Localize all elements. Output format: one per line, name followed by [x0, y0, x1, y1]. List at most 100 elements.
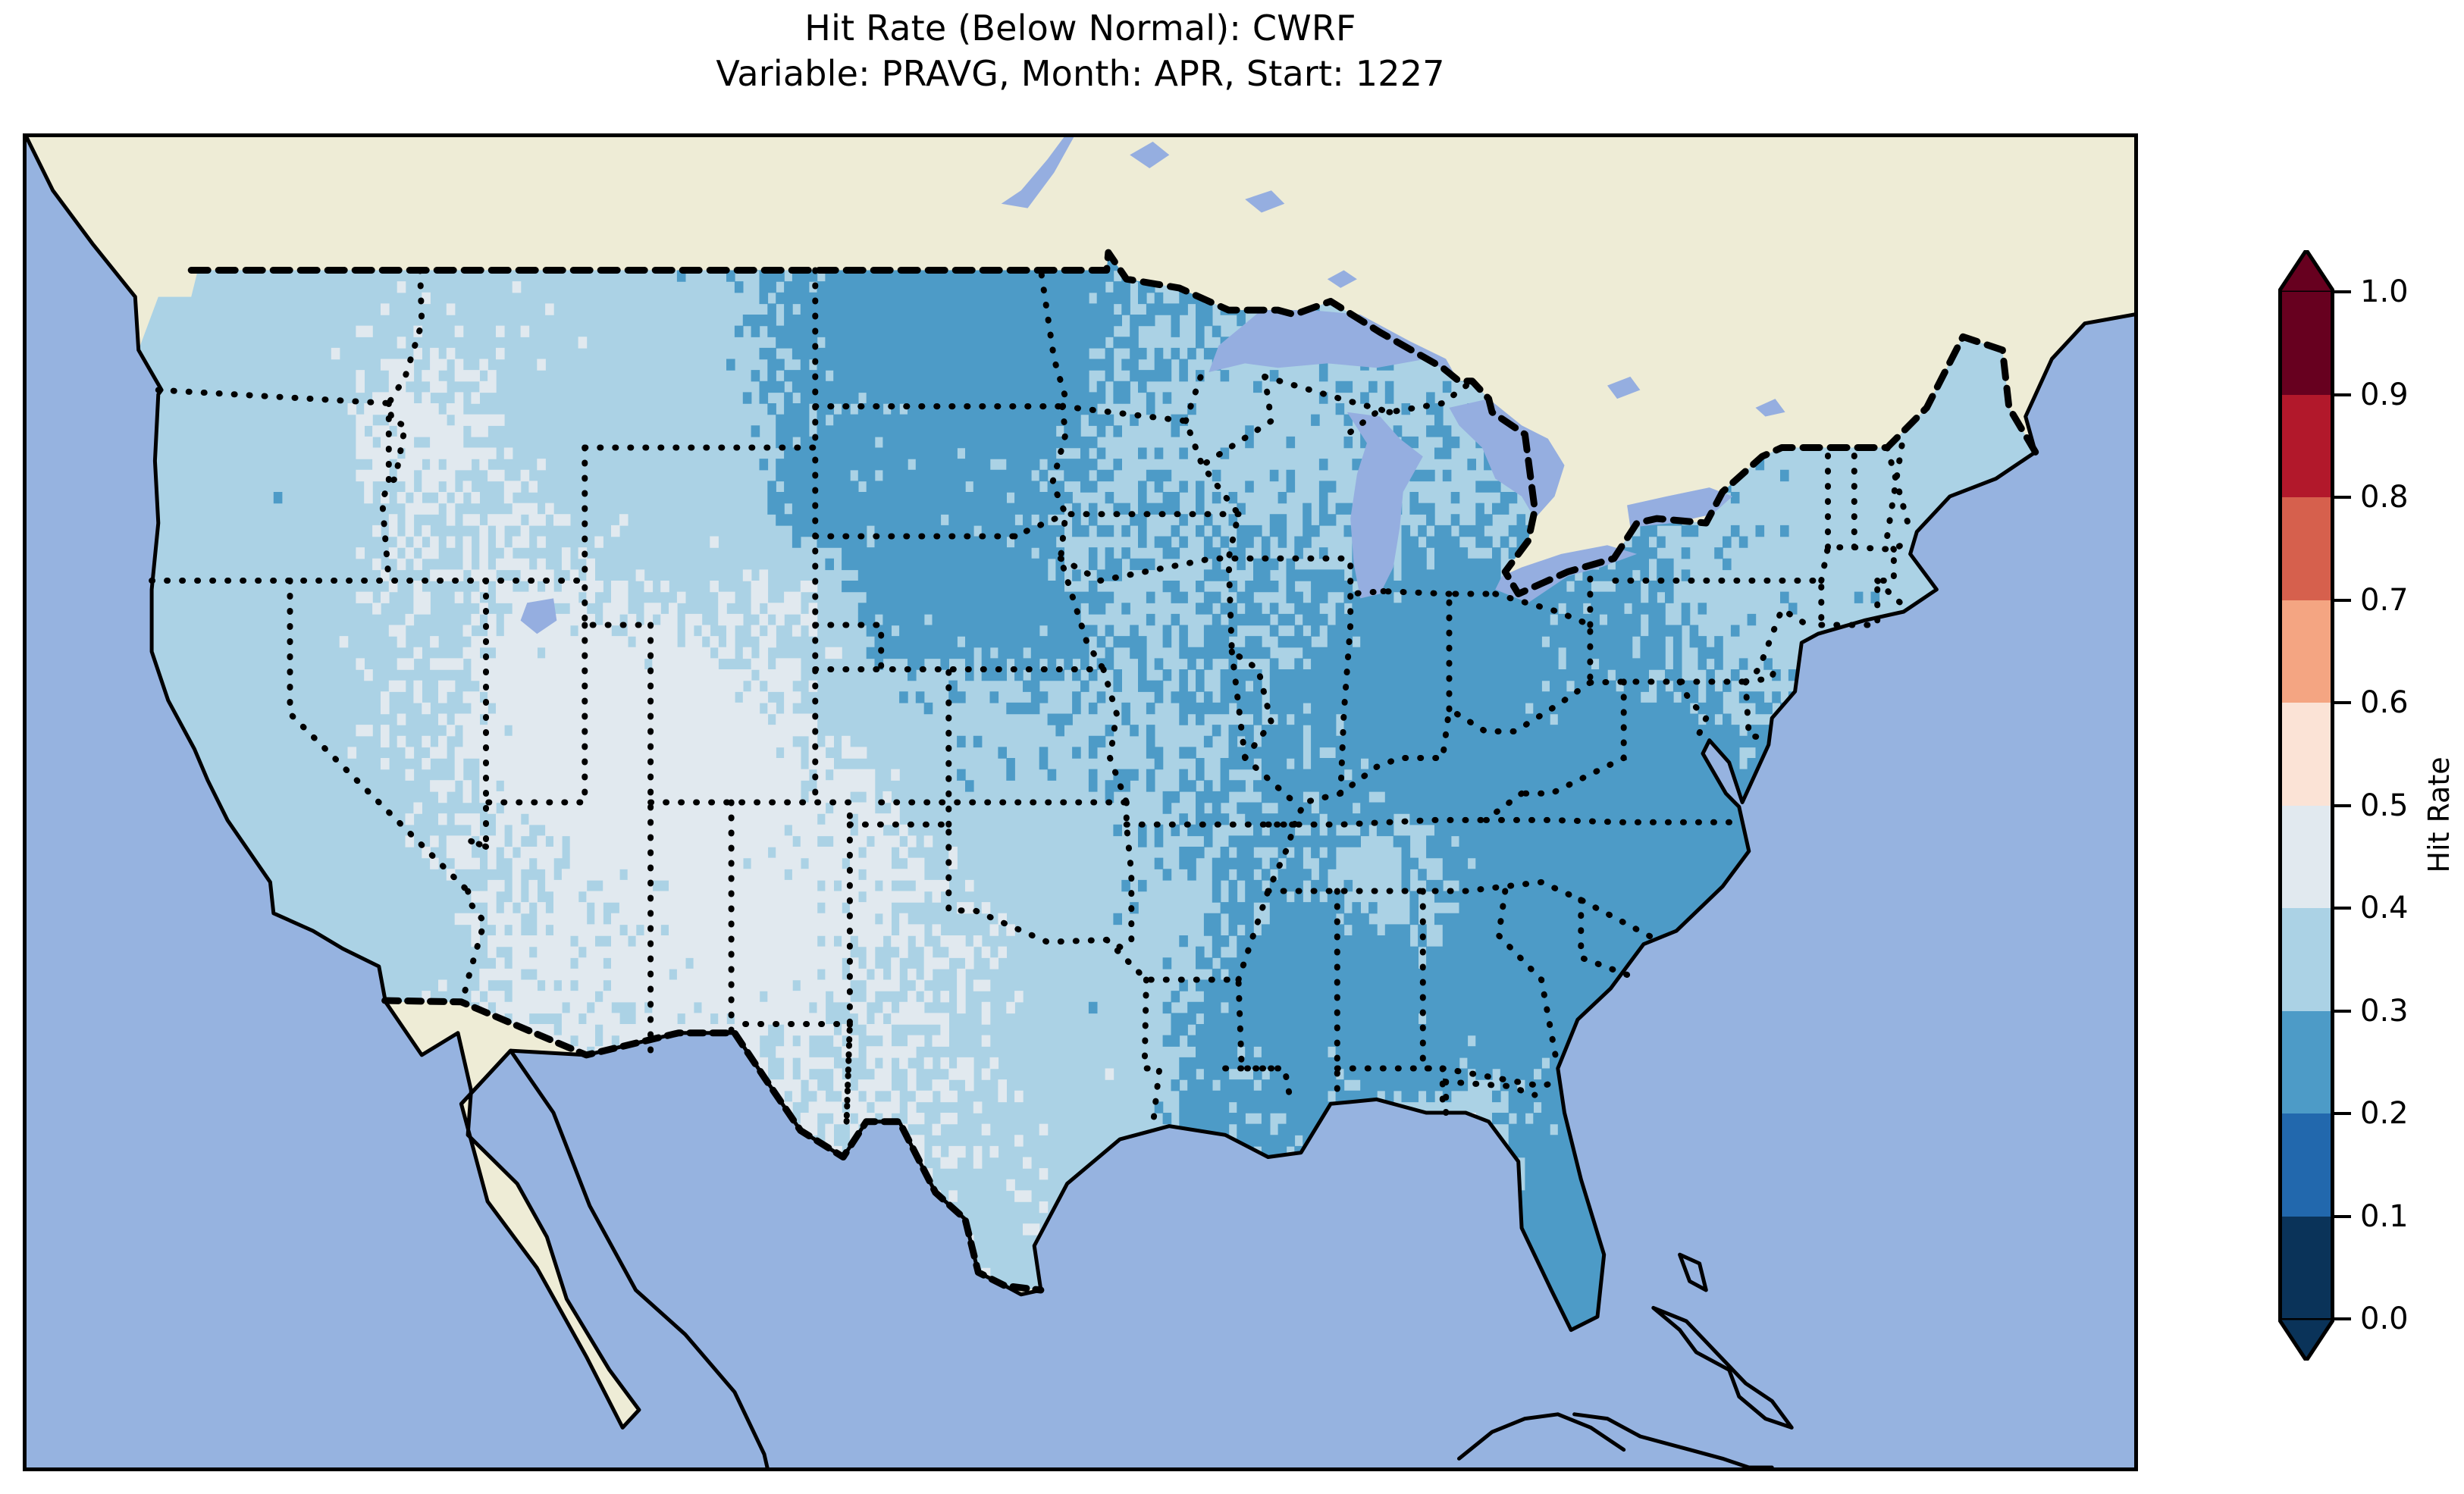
- map-canvas: [27, 137, 2134, 1467]
- state-border: [1049, 403, 1107, 672]
- lake-polygon: [1346, 412, 1423, 599]
- state-border: [843, 1021, 853, 1125]
- colorbar-tick-mark: [2334, 290, 2351, 293]
- colorbar-tick-label: 0.1: [2360, 1198, 2409, 1234]
- state-border: [1235, 821, 1299, 983]
- colorbar-bin: [2278, 394, 2334, 498]
- colorbar-tick-mark: [2334, 701, 2351, 704]
- state-border: [1141, 976, 1163, 1129]
- colorbar-tick-label: 0.0: [2360, 1301, 2409, 1336]
- colorbar-axis-label: Hit Rate: [2422, 756, 2456, 873]
- colorbar-tick-mark: [2334, 907, 2351, 910]
- coastline: [27, 137, 2134, 1430]
- title-line-2: Variable: PRAVG, Month: APR, Start: 1227: [716, 52, 1445, 94]
- coastline: [1457, 1412, 1626, 1461]
- colorbar-tick-mark: [2334, 1009, 2351, 1013]
- state-border: [1103, 936, 1294, 1107]
- coastline: [1678, 1252, 1708, 1292]
- page-title: Hit Rate (Below Normal): CWRF Variable: …: [0, 6, 2161, 97]
- state-border: [483, 622, 588, 806]
- lake-polygon: [520, 598, 557, 634]
- state-border: [1492, 590, 1594, 686]
- colorbar-bin: [2278, 1010, 2334, 1114]
- colorbar-tick-label: 0.8: [2360, 480, 2409, 515]
- map-panel: [23, 133, 2138, 1471]
- state-border: [1676, 678, 1710, 744]
- state-border: [385, 267, 425, 406]
- state-border: [1495, 888, 1561, 1072]
- colorbar-extend-down-arrow: [2278, 1318, 2334, 1361]
- colorbar-bin: [2278, 600, 2334, 703]
- state-border: [379, 400, 392, 584]
- colorbar-extend-up-arrow: [2278, 250, 2334, 293]
- colorbar: 1.0 0.9 0.8 0.7 0.6 0.5 0.4 0.3 0.2 0.1 0.0 Hit Ra…: [2271, 250, 2464, 1380]
- state-border: [1439, 1065, 1561, 1089]
- colorbar-tick-label: 0.9: [2360, 377, 2409, 412]
- state-border: [155, 387, 409, 487]
- state-border: [1446, 679, 1594, 734]
- state-border: [1347, 409, 1393, 435]
- colorbar-tick-mark: [2334, 1317, 2351, 1320]
- colorbar-tick-label: 1.0: [2360, 274, 2409, 309]
- coastline: [459, 1048, 770, 1467]
- state-border: [1884, 444, 1914, 535]
- state-border: [1059, 403, 1242, 518]
- state-border: [1037, 267, 1071, 410]
- state-border: [1183, 369, 1205, 424]
- colorbar-tick-mark: [2334, 1214, 2351, 1218]
- colorbar-bin: [2278, 805, 2334, 909]
- colorbar-bin: [2278, 497, 2334, 601]
- national-border: [381, 997, 1045, 1294]
- state-border: [1419, 888, 1446, 1116]
- colorbar-tick-mark: [2334, 393, 2351, 396]
- state-border: [1262, 373, 1475, 415]
- colorbar-bin: [2278, 1113, 2334, 1217]
- colorbar-tick-mark: [2334, 598, 2351, 602]
- lake-polygon: [1208, 310, 1456, 377]
- state-border: [1291, 706, 1453, 828]
- state-border: [1476, 790, 1742, 825]
- coastline: [1651, 1305, 1794, 1430]
- state-border: [1228, 648, 1298, 806]
- state-border: [465, 837, 489, 850]
- state-border: [287, 578, 472, 894]
- lake-polygon: [1130, 141, 1170, 168]
- state-border: [1587, 678, 1749, 686]
- state-border: [465, 578, 489, 851]
- colorbar-tick-mark: [2334, 496, 2351, 499]
- colorbar-tick-label: 0.4: [2360, 891, 2409, 926]
- title-line-1: Hit Rate (Below Normal): CWRF: [804, 8, 1356, 49]
- lake-polygon: [1001, 137, 1074, 208]
- colorbar-tick-label: 0.2: [2360, 1096, 2409, 1131]
- state-border: [1443, 1078, 1538, 1116]
- great-lakes: [520, 137, 1785, 634]
- colorbar-bin: [2278, 908, 2334, 1012]
- state-border: [1265, 816, 1489, 828]
- colorbar-tick-label: 0.5: [2360, 788, 2409, 823]
- lake-polygon: [1245, 190, 1285, 213]
- colorbar-tick-mark: [2334, 1112, 2351, 1115]
- lake-polygon: [1327, 270, 1357, 288]
- lake-polygon: [1607, 376, 1641, 399]
- state-border: [1337, 555, 1354, 797]
- colorbar-tick-label: 0.6: [2360, 685, 2409, 720]
- state-border: [1578, 897, 1644, 983]
- colorbar-bin: [2278, 703, 2334, 807]
- state-border: [1123, 799, 1135, 957]
- state-border: [647, 799, 853, 828]
- national-border: [187, 249, 2039, 597]
- colorbar-tick-label: 0.3: [2360, 993, 2409, 1029]
- lake-polygon: [1449, 399, 1565, 519]
- colorbar-bin: [2278, 1216, 2334, 1320]
- state-border: [582, 444, 819, 628]
- colorbar-tick-mark: [2334, 803, 2351, 807]
- hit-rate-cells: [138, 252, 1484, 1330]
- coastlines: [27, 137, 2134, 1467]
- colorbar-tick-label: 0.7: [2360, 582, 2409, 618]
- state-border: [812, 622, 1107, 672]
- state-border: [1884, 431, 1907, 553]
- state-border: [1874, 578, 1904, 606]
- colorbar-bins: [2278, 292, 2334, 1320]
- colorbar-bin: [2278, 292, 2334, 396]
- state-border: [1742, 678, 1772, 741]
